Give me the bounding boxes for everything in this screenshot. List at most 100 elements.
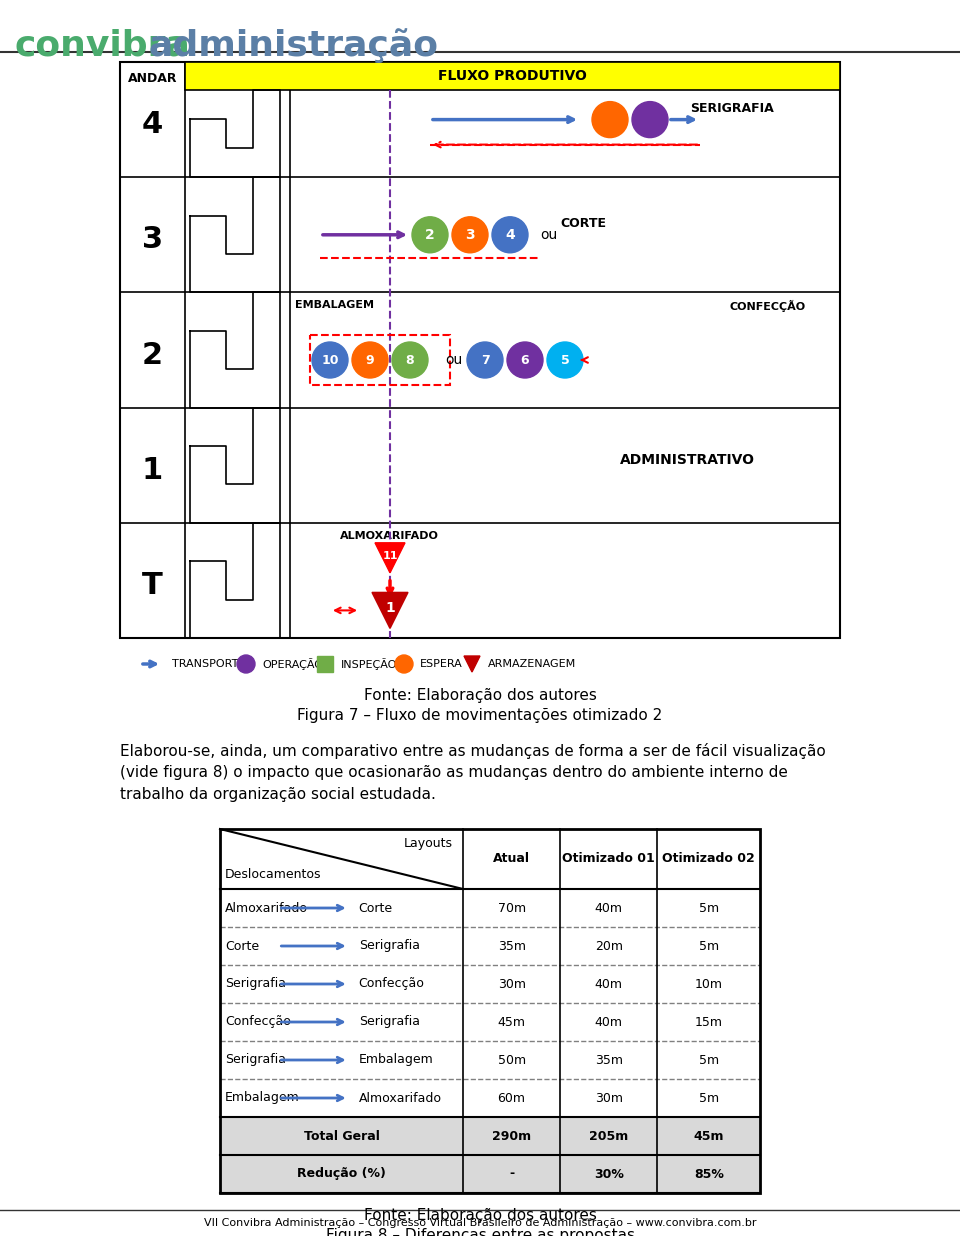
Bar <box>317 656 333 672</box>
Text: 3: 3 <box>466 227 475 242</box>
Text: Almoxarifado: Almoxarifado <box>359 1091 442 1105</box>
Text: Serigrafia: Serigrafia <box>359 1016 420 1028</box>
Circle shape <box>592 101 628 137</box>
Text: Deslocamentos: Deslocamentos <box>225 868 322 881</box>
Text: 5m: 5m <box>699 901 719 915</box>
Circle shape <box>492 216 528 253</box>
Text: INSPEÇÃO: INSPEÇÃO <box>341 658 397 670</box>
Text: EMBALAGEM: EMBALAGEM <box>295 300 374 310</box>
Circle shape <box>395 655 413 672</box>
Bar <box>220 1079 760 1117</box>
Text: 45m: 45m <box>497 1016 526 1028</box>
Bar <box>220 829 760 889</box>
Circle shape <box>237 655 255 672</box>
Text: Serigrafia: Serigrafia <box>359 939 420 953</box>
Text: 50m: 50m <box>497 1053 526 1067</box>
Text: 2: 2 <box>425 227 435 242</box>
Text: Fonte: Elaboração dos autores: Fonte: Elaboração dos autores <box>364 688 596 703</box>
Text: convibra: convibra <box>14 28 190 62</box>
Text: Confecção: Confecção <box>359 978 424 990</box>
Text: Layouts: Layouts <box>404 837 453 850</box>
Text: 1: 1 <box>142 456 163 485</box>
Bar <box>220 1002 760 1041</box>
Text: Total Geral: Total Geral <box>303 1130 379 1142</box>
Text: 5: 5 <box>561 353 569 367</box>
Text: 8: 8 <box>406 353 415 367</box>
Text: 11: 11 <box>382 551 397 561</box>
Text: Serigrafia: Serigrafia <box>225 1053 286 1067</box>
Circle shape <box>507 342 543 378</box>
Bar <box>120 62 840 638</box>
Bar <box>310 335 450 384</box>
Text: 30m: 30m <box>497 978 526 990</box>
Text: 10m: 10m <box>695 978 723 990</box>
Text: OPERAÇÃO: OPERAÇÃO <box>262 658 323 670</box>
Circle shape <box>632 101 668 137</box>
Text: Otimizado 01: Otimizado 01 <box>563 853 655 865</box>
Text: trabalho da organização social estudada.: trabalho da organização social estudada. <box>120 787 436 802</box>
Circle shape <box>392 342 428 378</box>
Text: 70m: 70m <box>497 901 526 915</box>
Bar <box>220 965 760 1002</box>
Text: ou: ou <box>540 227 557 242</box>
Text: Figura 7 – Fluxo de movimentações otimizado 2: Figura 7 – Fluxo de movimentações otimiz… <box>298 708 662 723</box>
Text: 10: 10 <box>322 353 339 367</box>
Text: 5m: 5m <box>699 1091 719 1105</box>
Text: 30m: 30m <box>595 1091 623 1105</box>
Text: 7: 7 <box>481 353 490 367</box>
Text: ou: ou <box>445 353 463 367</box>
Text: 4: 4 <box>142 110 163 140</box>
Circle shape <box>352 342 388 378</box>
Text: 9: 9 <box>366 353 374 367</box>
Text: FLUXO PRODUTIVO: FLUXO PRODUTIVO <box>438 69 587 83</box>
Text: 20m: 20m <box>595 939 623 953</box>
Polygon shape <box>375 543 405 572</box>
Text: ARMAZENAGEM: ARMAZENAGEM <box>488 659 576 669</box>
Text: 85%: 85% <box>694 1168 724 1180</box>
Bar <box>220 829 760 1193</box>
Text: ADMINISTRATIVO: ADMINISTRATIVO <box>620 452 755 467</box>
Text: (vide figura 8) o impacto que ocasionarão as mudanças dentro do ambiente interno: (vide figura 8) o impacto que ocasionarã… <box>120 765 788 780</box>
Text: TRANSPORTE: TRANSPORTE <box>172 659 246 669</box>
Text: Almoxarifado: Almoxarifado <box>225 901 308 915</box>
Text: 6: 6 <box>520 353 529 367</box>
Text: Embalagem: Embalagem <box>359 1053 433 1067</box>
Bar <box>185 62 840 90</box>
Text: CONFECÇÃO: CONFECÇÃO <box>730 300 806 313</box>
Text: 40m: 40m <box>595 978 623 990</box>
Text: T: T <box>142 571 163 599</box>
Text: 35m: 35m <box>595 1053 623 1067</box>
Text: 205m: 205m <box>589 1130 629 1142</box>
Text: Otimizado 02: Otimizado 02 <box>662 853 756 865</box>
Text: SERIGRAFIA: SERIGRAFIA <box>690 103 774 115</box>
Text: Atual: Atual <box>493 853 530 865</box>
Text: ALMOXARIFADO: ALMOXARIFADO <box>340 530 439 541</box>
Text: 30%: 30% <box>594 1168 624 1180</box>
Text: 1: 1 <box>385 602 395 616</box>
Text: 5m: 5m <box>699 939 719 953</box>
Text: 2: 2 <box>142 340 163 370</box>
Text: Corte: Corte <box>225 939 259 953</box>
Circle shape <box>312 342 348 378</box>
Text: Fonte: Elaboração dos autores: Fonte: Elaboração dos autores <box>364 1208 596 1222</box>
Text: VII Convibra Administração – Congresso Virtual Brasileiro de Administração – www: VII Convibra Administração – Congresso V… <box>204 1217 756 1229</box>
Circle shape <box>467 342 503 378</box>
Text: 290m: 290m <box>492 1130 531 1142</box>
Text: 5m: 5m <box>699 1053 719 1067</box>
Text: Figura 8 – Diferenças entre as propostas: Figura 8 – Diferenças entre as propostas <box>325 1229 635 1236</box>
Bar <box>220 1041 760 1079</box>
Text: Serigrafia: Serigrafia <box>225 978 286 990</box>
Bar <box>220 1117 760 1154</box>
Text: 3: 3 <box>142 225 163 255</box>
Bar <box>220 889 760 927</box>
Text: CORTE: CORTE <box>560 218 606 230</box>
Circle shape <box>412 216 448 253</box>
Text: Embalagem: Embalagem <box>225 1091 300 1105</box>
Text: 40m: 40m <box>595 901 623 915</box>
Text: 45m: 45m <box>693 1130 724 1142</box>
Bar <box>220 927 760 965</box>
Text: Corte: Corte <box>359 901 393 915</box>
Text: 35m: 35m <box>497 939 526 953</box>
Text: -: - <box>509 1168 515 1180</box>
Circle shape <box>547 342 583 378</box>
